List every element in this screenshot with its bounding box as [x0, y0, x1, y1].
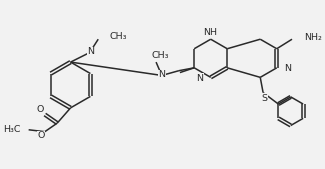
- Text: S: S: [261, 94, 267, 103]
- Text: H₃C: H₃C: [4, 125, 21, 134]
- Text: N: N: [87, 47, 94, 56]
- Text: NH: NH: [203, 28, 217, 37]
- Text: NH₂: NH₂: [305, 33, 322, 42]
- Text: O: O: [36, 105, 44, 114]
- Text: O: O: [37, 131, 45, 140]
- Text: N: N: [158, 70, 165, 79]
- Text: N: N: [196, 74, 203, 83]
- Text: N: N: [284, 64, 292, 73]
- Text: CH₃: CH₃: [110, 32, 127, 41]
- Text: CH₃: CH₃: [151, 51, 169, 60]
